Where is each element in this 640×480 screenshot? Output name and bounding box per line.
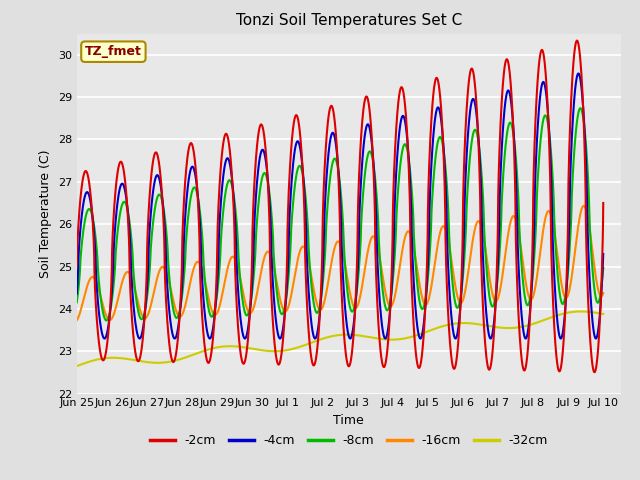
X-axis label: Time: Time — [333, 414, 364, 427]
Y-axis label: Soil Temperature (C): Soil Temperature (C) — [39, 149, 52, 278]
Title: Tonzi Soil Temperatures Set C: Tonzi Soil Temperatures Set C — [236, 13, 462, 28]
Text: TZ_fmet: TZ_fmet — [85, 45, 142, 58]
Legend: -2cm, -4cm, -8cm, -16cm, -32cm: -2cm, -4cm, -8cm, -16cm, -32cm — [145, 429, 553, 452]
